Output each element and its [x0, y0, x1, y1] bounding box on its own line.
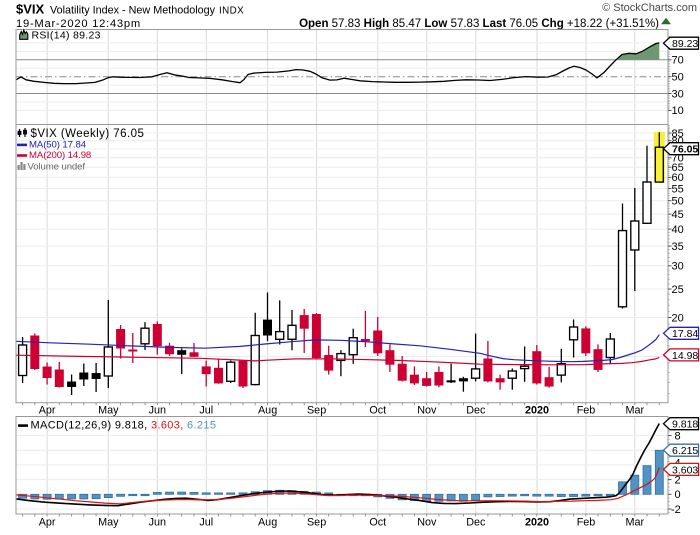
- svg-text:70: 70: [672, 153, 684, 165]
- svg-text:6.215: 6.215: [672, 445, 698, 457]
- svg-text:Nov: Nov: [417, 405, 437, 417]
- svg-text:3.603: 3.603: [672, 464, 698, 476]
- svg-text:INDX: INDX: [219, 6, 244, 17]
- svg-text:Feb: Feb: [577, 517, 596, 529]
- svg-text:Sep: Sep: [307, 405, 326, 417]
- svg-text:$VIX (Weekly) 76.05: $VIX (Weekly) 76.05: [31, 128, 145, 140]
- svg-text:MACD(12,26,9) 9.818, 3.603, 6.: MACD(12,26,9) 9.818, 3.603, 6.215: [31, 420, 217, 432]
- svg-text:Sep: Sep: [307, 517, 326, 529]
- svg-text:Dec: Dec: [466, 405, 486, 417]
- svg-text:76.05: 76.05: [672, 144, 698, 156]
- svg-text:9.818: 9.818: [672, 419, 698, 431]
- svg-text:55: 55: [672, 183, 684, 195]
- svg-text:2: 2: [675, 474, 681, 486]
- svg-text:Apr: Apr: [39, 517, 56, 529]
- svg-text:70: 70: [672, 55, 684, 67]
- svg-text:19-Mar-2020 12:43pm: 19-Mar-2020 12:43pm: [16, 18, 141, 30]
- svg-text:Jun: Jun: [149, 517, 166, 529]
- svg-text:89.23: 89.23: [672, 38, 698, 50]
- svg-text:0: 0: [675, 489, 681, 501]
- svg-text:Aug: Aug: [258, 517, 277, 529]
- svg-text:60: 60: [672, 172, 684, 184]
- svg-text:Oct: Oct: [369, 517, 386, 529]
- svg-text:RSI(14) 89.23: RSI(14) 89.23: [32, 30, 101, 42]
- svg-text:20: 20: [672, 312, 684, 324]
- svg-text:14.98: 14.98: [672, 350, 698, 362]
- svg-text:Jul: Jul: [199, 405, 213, 417]
- svg-text:MA(200) 14.98: MA(200) 14.98: [29, 150, 91, 161]
- svg-text:Oct: Oct: [369, 405, 386, 417]
- svg-text:Jul: Jul: [199, 517, 213, 529]
- svg-text:40: 40: [672, 224, 684, 236]
- svg-text:May: May: [98, 405, 119, 417]
- svg-text:45: 45: [672, 209, 684, 221]
- svg-text:Jun: Jun: [149, 405, 166, 417]
- svg-text:MA(50) 17.84: MA(50) 17.84: [29, 140, 87, 151]
- svg-text:50: 50: [672, 72, 684, 84]
- svg-text:Mar: Mar: [625, 405, 644, 417]
- svg-text:25: 25: [672, 284, 684, 296]
- svg-text:35: 35: [672, 241, 684, 253]
- svg-text:Volatility Index - New Methodo: Volatility Index - New Methodology: [50, 5, 216, 17]
- svg-text:Nov: Nov: [417, 517, 437, 529]
- svg-text:30: 30: [672, 261, 684, 273]
- svg-text:Feb: Feb: [577, 405, 596, 417]
- svg-text:Open 57.83 High 85.47 Low 57.8: Open 57.83 High 85.47 Low 57.83 Last 76.…: [299, 18, 659, 30]
- svg-text:10: 10: [672, 105, 684, 117]
- svg-text:$VIX: $VIX: [16, 2, 45, 17]
- svg-text:Apr: Apr: [39, 405, 56, 417]
- svg-text:17.84: 17.84: [672, 328, 698, 340]
- svg-text:85: 85: [672, 128, 684, 140]
- svg-text:May: May: [98, 517, 119, 529]
- svg-text:Dec: Dec: [466, 517, 486, 529]
- svg-text:2020: 2020: [525, 517, 549, 529]
- svg-text:Aug: Aug: [258, 405, 277, 417]
- svg-text:Volume undef: Volume undef: [28, 161, 86, 172]
- svg-text:© StockCharts.com: © StockCharts.com: [602, 2, 697, 14]
- svg-text:-2: -2: [671, 504, 681, 516]
- svg-text:Mar: Mar: [625, 517, 644, 529]
- svg-text:50: 50: [672, 196, 684, 208]
- svg-text:8: 8: [675, 430, 681, 442]
- svg-text:65: 65: [672, 162, 684, 174]
- svg-text:30: 30: [672, 88, 684, 100]
- svg-text:2020: 2020: [525, 405, 549, 417]
